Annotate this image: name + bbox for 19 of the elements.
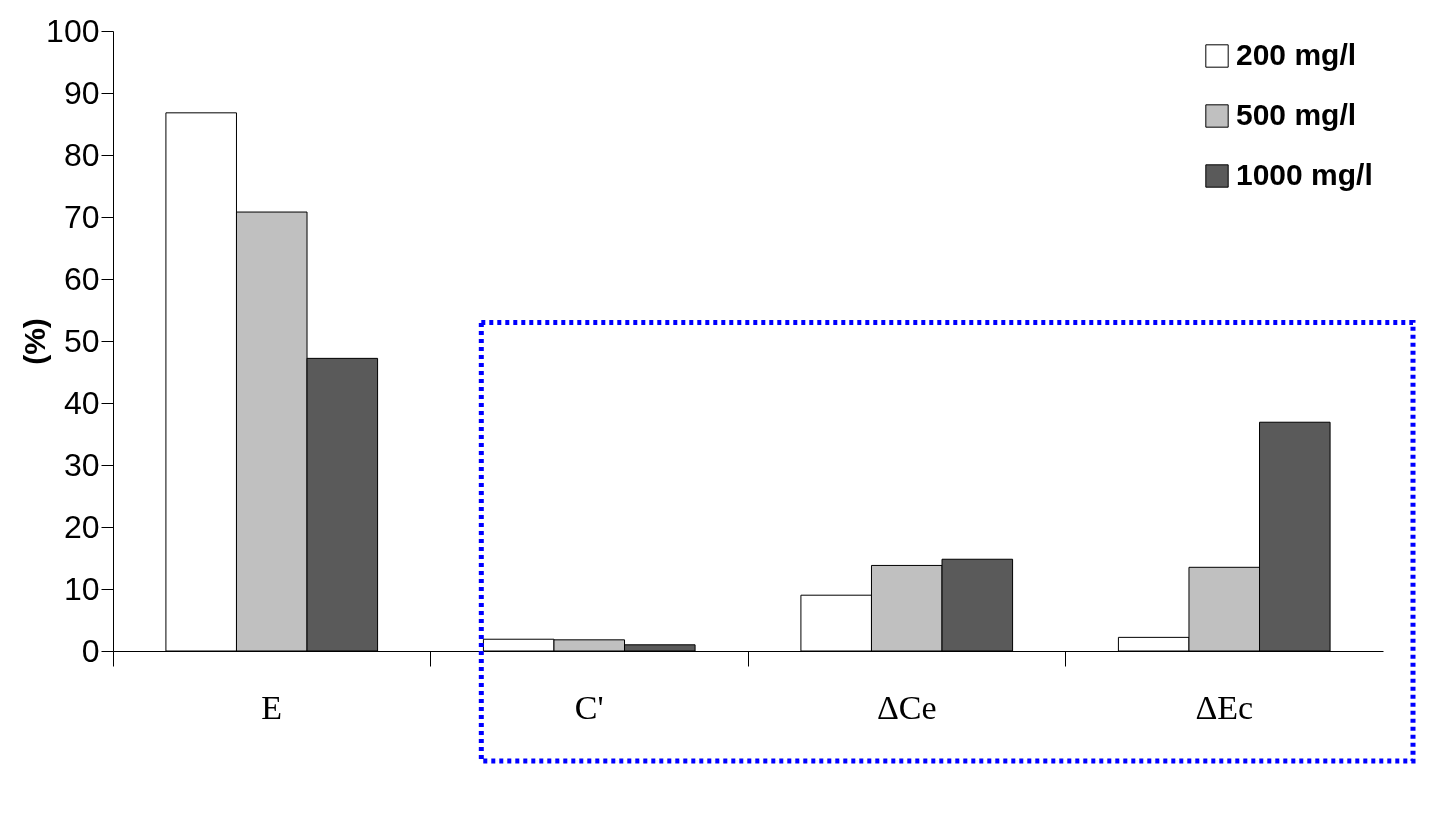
y-tick-label: 90 <box>63 74 100 111</box>
legend-label: 1000 mg/l <box>1236 158 1373 191</box>
y-tick-label: 20 <box>63 508 100 545</box>
y-tick-label: 0 <box>81 632 100 669</box>
x-tick-label: ΔEc <box>1195 688 1254 726</box>
x-tick-label: C' <box>574 688 604 726</box>
y-tick-label: 70 <box>63 198 100 235</box>
y-axis-title: (%) <box>18 318 52 365</box>
y-tick-label: 60 <box>63 260 100 297</box>
x-tick-label: E <box>261 688 283 726</box>
y-tick-label: 30 <box>63 446 100 483</box>
legend-label: 200 mg/l <box>1236 38 1357 71</box>
y-tick-label: 50 <box>63 322 100 359</box>
y-tick-label: 10 <box>63 570 100 607</box>
y-tick-label: 100 <box>46 12 100 49</box>
x-tick-label: ΔCe <box>876 688 937 726</box>
legend-label: 500 mg/l <box>1236 98 1357 131</box>
y-tick-label: 40 <box>63 384 100 421</box>
y-tick-label: 80 <box>63 136 100 173</box>
